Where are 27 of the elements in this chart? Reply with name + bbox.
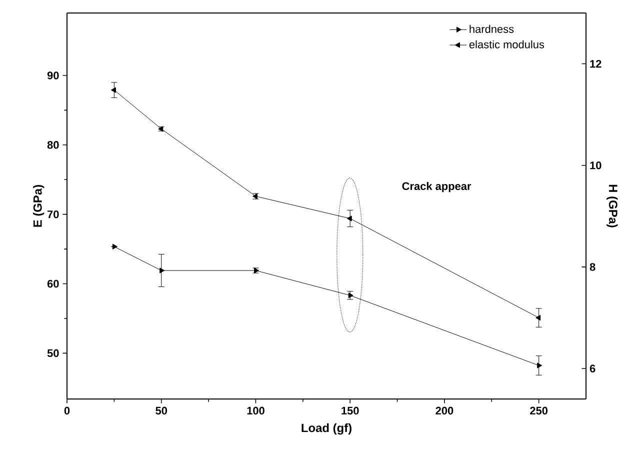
- y-axis-title: E (GPa): [33, 185, 44, 227]
- x-tick-label: 0: [64, 406, 70, 415]
- y-tick-label: 90: [47, 72, 59, 80]
- y-tick-label: 70: [48, 210, 59, 218]
- y-tick-label: 60: [47, 280, 59, 288]
- y2-tick-label: 12: [590, 60, 602, 68]
- y2-axis-title: H (GPa): [606, 184, 618, 228]
- x-tick-label: 100: [247, 406, 264, 415]
- point: [346, 216, 352, 222]
- y2-tick-label: 6: [590, 364, 596, 372]
- x-tick-label: 200: [436, 406, 454, 415]
- point: [112, 244, 118, 250]
- x-axis-title: Load (gf): [302, 423, 352, 435]
- x-tick-label: 150: [342, 406, 359, 415]
- legend-label: hardness: [470, 24, 514, 33]
- y-tick-label: 80: [47, 141, 59, 149]
- x-tick-label: 250: [530, 406, 548, 415]
- y2-tick-label: 8: [590, 263, 596, 271]
- point: [536, 314, 541, 321]
- x-tick-label: 50: [156, 406, 168, 415]
- y-tick-label: 50: [47, 349, 59, 358]
- point: [537, 362, 542, 368]
- point: [160, 268, 165, 274]
- legend-label: elastic modulus: [469, 40, 544, 48]
- y2-tick-label: 10: [590, 161, 602, 170]
- point: [110, 87, 116, 93]
- annotation: Crack appear: [402, 182, 472, 192]
